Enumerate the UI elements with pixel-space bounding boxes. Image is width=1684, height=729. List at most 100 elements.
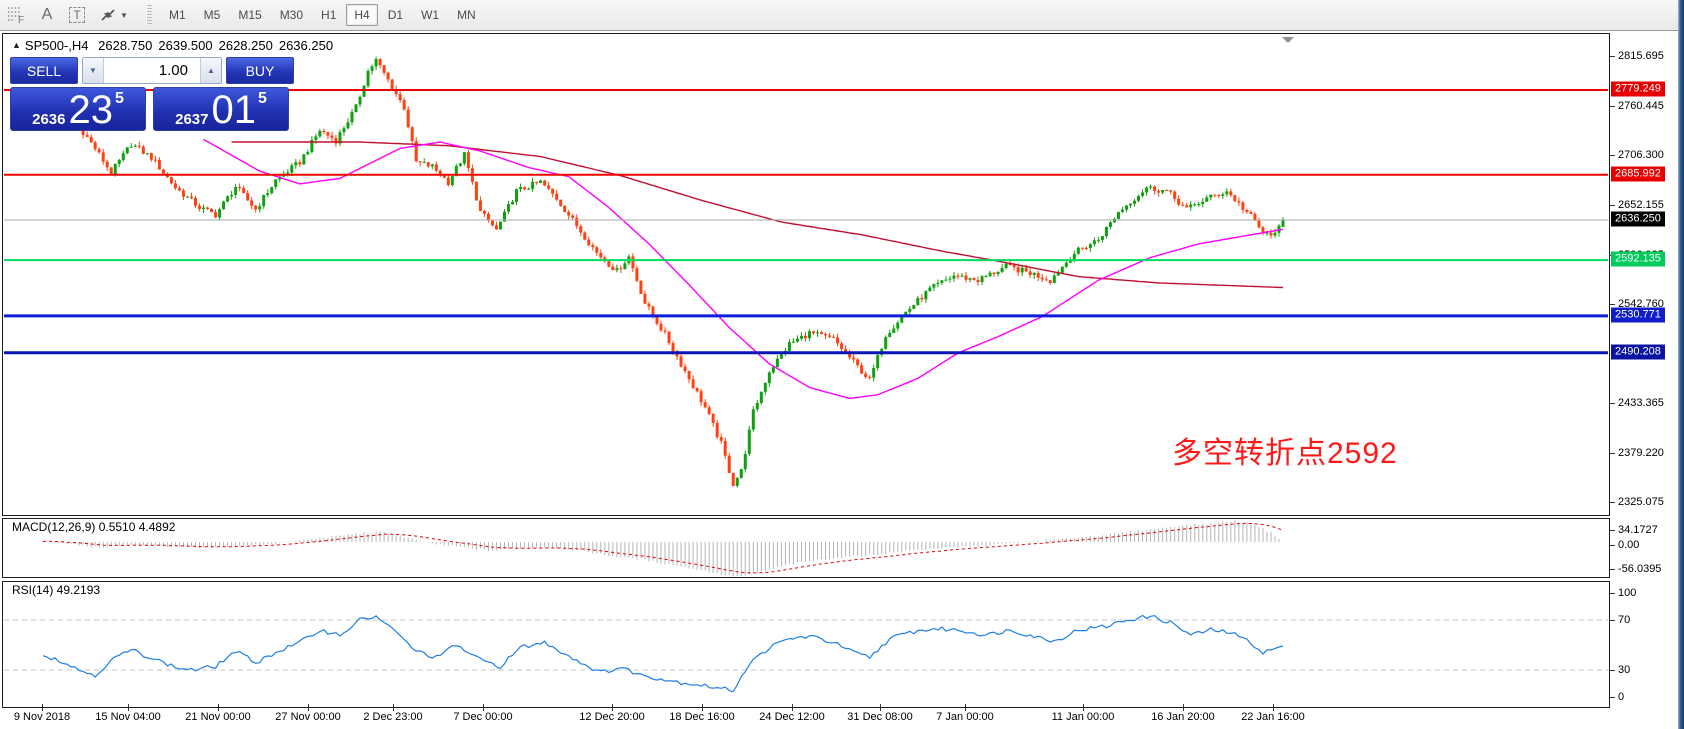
time-axis-tick	[880, 704, 881, 711]
macd-panel[interactable]	[2, 518, 1610, 578]
time-axis-tick	[1183, 704, 1184, 711]
price-axis-label: 2325.075	[1618, 495, 1664, 508]
time-axis-tick	[1083, 704, 1084, 711]
rsi-label: RSI(14) 49.2193	[12, 583, 101, 597]
ohlc-high: 2639.500	[158, 38, 213, 53]
time-axis-label: 27 Nov 00:00	[275, 711, 341, 723]
chart-shift-marker	[1282, 37, 1294, 43]
timeframe-button-m30[interactable]: M30	[279, 8, 304, 22]
volume-increase-button[interactable]: ▲	[200, 58, 221, 83]
toolbar: F A T ▼ M1 M5 M15 M30 H1 H4 D1 W1 MN	[0, 0, 1684, 31]
sell-price-panel[interactable]: 2636 23 5	[10, 87, 146, 131]
rsi-canvas	[4, 614, 1608, 693]
sell-points: 23	[68, 88, 113, 133]
price-axis-label: 2815.695	[1618, 49, 1664, 62]
buy-button[interactable]: BUY	[226, 57, 294, 84]
price-axis-tick	[1610, 403, 1615, 405]
price-axis-tick	[1610, 155, 1615, 157]
template-f-icon-glyph: F	[8, 7, 24, 25]
chart-annotation-text: 多空转折点2592	[1172, 437, 1398, 470]
text-label-icon[interactable]: T	[64, 3, 90, 27]
volume-spinner: ▼ ▲	[82, 57, 222, 84]
time-axis-label: 16 Jan 20:00	[1151, 711, 1215, 723]
timeframe-button-h4[interactable]: H4	[346, 4, 378, 26]
time-axis-label: 12 Dec 20:00	[579, 711, 645, 723]
price-badge: 2636.250	[1611, 211, 1665, 227]
indicator-axis-label: 100	[1618, 587, 1637, 599]
time-axis-label: 11 Jan 00:00	[1051, 711, 1115, 723]
indicator-axis-tick	[1610, 569, 1615, 570]
timeframe-button-m1[interactable]: M1	[169, 8, 186, 22]
rsi-panel[interactable]	[2, 581, 1610, 708]
time-axis-tick	[792, 704, 793, 711]
sell-big-figure: 2636	[32, 111, 66, 128]
time-axis-label: 31 Dec 08:00	[847, 711, 913, 723]
time-axis-tick	[393, 704, 394, 711]
indicator-axis-label: 34.1727	[1618, 524, 1658, 536]
timeframe-button-mn[interactable]: MN	[457, 8, 476, 22]
arrows-tool-icon[interactable]: ▼	[94, 3, 132, 27]
macd-canvas	[42, 520, 1284, 577]
time-axis-tick	[612, 704, 613, 711]
buy-pip: 5	[257, 90, 267, 107]
time-axis-tick	[1273, 704, 1274, 711]
svg-text:F: F	[18, 15, 24, 25]
timeframe-button-w1[interactable]: W1	[421, 8, 440, 22]
time-axis-label: 18 Dec 16:00	[669, 711, 735, 723]
ohlc-open: 2628.750	[98, 38, 153, 53]
indicator-axis-label: 0	[1618, 691, 1625, 703]
timeframe-button-m15[interactable]: M15	[238, 8, 262, 22]
price-badge: 2530.771	[1611, 307, 1665, 323]
time-axis-tick	[702, 704, 703, 711]
indicator-axis-tick	[1610, 620, 1615, 621]
ohlc-close: 2636.250	[278, 38, 334, 53]
indicator-axis-label: 70	[1618, 614, 1631, 626]
text-a-icon[interactable]: A	[41, 6, 53, 23]
symbol-period: SP500-,H4	[24, 38, 89, 53]
template-f-icon[interactable]: F	[4, 3, 30, 27]
volume-decrease-button[interactable]: ▼	[83, 58, 104, 83]
buy-big-figure: 2637	[175, 111, 209, 128]
buy-price-panel[interactable]: 2637 01 5	[153, 87, 289, 131]
price-axis-label: 2760.445	[1618, 100, 1664, 113]
price-axis-tick	[1610, 452, 1615, 454]
one-click-trading-widget: SELL ▼ ▲ BUY 2636 23 5 2637 01 5	[10, 57, 294, 131]
price-axis-tick	[1610, 106, 1615, 108]
timeframe-button-d1[interactable]: D1	[387, 8, 404, 22]
time-axis-label: 2 Dec 23:00	[363, 711, 423, 723]
price-axis-label: 2433.365	[1618, 397, 1664, 410]
toolbar-grip[interactable]	[146, 5, 152, 25]
time-axis-label: 9 Nov 2018	[13, 711, 71, 723]
timeframe-button-h1[interactable]: H1	[321, 8, 337, 22]
symbol-triangle-icon: ▲	[12, 40, 21, 50]
indicator-axis-tick	[1610, 670, 1615, 671]
indicator-axis-tick	[1610, 697, 1615, 698]
price-axis-label: 2542.760	[1618, 297, 1664, 310]
price-axis-label: 2379.220	[1618, 446, 1664, 459]
price-axis-tick	[1610, 55, 1615, 57]
time-axis-tick	[483, 704, 484, 711]
ohlc-low: 2628.250	[218, 38, 273, 53]
t-dashed-box: T	[69, 7, 85, 23]
buy-points: 01	[211, 88, 256, 133]
time-axis-tick	[42, 704, 43, 711]
time-axis-label: 21 Nov 00:00	[185, 711, 251, 723]
volume-input[interactable]	[104, 58, 200, 83]
timeframe-button-m5[interactable]: M5	[203, 8, 221, 22]
indicator-axis-tick	[1610, 545, 1615, 546]
macd-label: MACD(12,26,9) 0.5510 4.4892	[12, 520, 176, 534]
sell-button[interactable]: SELL	[10, 57, 78, 84]
indicator-axis-label: 0.00	[1618, 539, 1640, 551]
candlestick-canvas	[4, 37, 1608, 488]
chart-ohlc-header: ▲ SP500-,H4 2628.750 2639.500 2628.250 2636.…	[12, 38, 339, 53]
indicator-axis-tick	[1610, 593, 1615, 594]
price-badge: 2685.992	[1611, 166, 1665, 182]
window-edge	[1678, 0, 1684, 729]
price-axis-tick	[1610, 303, 1615, 305]
time-axis-label: 24 Dec 12:00	[759, 711, 825, 723]
time-axis-label: 7 Dec 00:00	[453, 711, 513, 723]
time-axis-tick	[308, 704, 309, 711]
timeframe-toolbar: M1 M5 M15 M30 H1 H4 D1 W1 MN	[160, 4, 485, 26]
indicator-axis-tick	[1610, 530, 1615, 531]
